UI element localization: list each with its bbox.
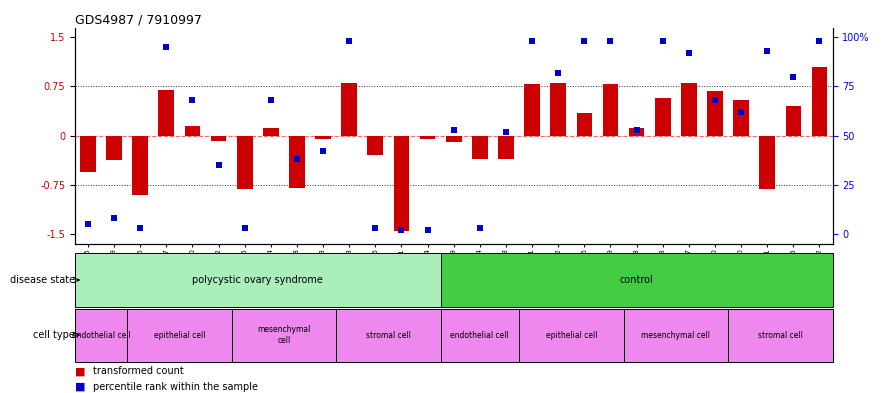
Point	[812, 38, 826, 44]
Point	[630, 127, 644, 133]
Point	[552, 70, 566, 76]
Point	[682, 50, 696, 56]
Bar	[629, 128, 644, 136]
Bar	[337, 309, 440, 362]
Bar	[394, 136, 410, 231]
Bar	[472, 136, 488, 158]
Point	[420, 227, 434, 233]
Point	[159, 44, 174, 50]
Bar	[132, 136, 148, 195]
Point	[185, 97, 199, 103]
Point	[107, 215, 121, 221]
Bar	[315, 136, 331, 139]
Point	[734, 109, 748, 115]
Text: cell type: cell type	[33, 330, 75, 340]
Point	[290, 156, 304, 162]
Bar	[263, 128, 278, 136]
Text: control: control	[619, 275, 654, 285]
Text: transformed count: transformed count	[93, 366, 183, 376]
Bar	[498, 136, 514, 158]
Bar	[624, 309, 728, 362]
Bar	[655, 97, 670, 136]
Bar	[811, 67, 827, 136]
Text: mesenchymal cell: mesenchymal cell	[641, 331, 710, 340]
Bar	[446, 136, 462, 142]
Bar	[75, 253, 440, 307]
Point	[603, 38, 618, 44]
Bar	[75, 309, 127, 362]
Bar	[707, 91, 722, 136]
Point	[211, 162, 226, 168]
Bar	[289, 136, 305, 188]
Text: mesenchymal
cell: mesenchymal cell	[257, 325, 311, 345]
Text: ■: ■	[75, 382, 85, 392]
Bar	[728, 309, 833, 362]
Text: polycystic ovary syndrome: polycystic ovary syndrome	[192, 275, 323, 285]
Point	[81, 221, 95, 227]
Bar	[519, 309, 624, 362]
Text: percentile rank within the sample: percentile rank within the sample	[93, 382, 257, 392]
Bar	[232, 309, 337, 362]
Bar	[185, 126, 200, 136]
Bar	[237, 136, 253, 189]
Text: GDS4987 / 7910997: GDS4987 / 7910997	[75, 13, 202, 26]
Point	[395, 227, 409, 233]
Bar	[367, 136, 383, 155]
Bar	[107, 136, 122, 160]
Point	[133, 225, 147, 231]
Bar	[341, 83, 357, 136]
Point	[760, 48, 774, 54]
Point	[316, 148, 330, 154]
Bar	[551, 83, 566, 136]
Point	[499, 129, 513, 135]
Point	[447, 127, 461, 133]
Bar	[681, 83, 697, 136]
Text: disease state: disease state	[10, 275, 75, 285]
Bar	[786, 106, 801, 136]
Bar	[524, 84, 540, 136]
Bar	[440, 253, 833, 307]
Point	[263, 97, 278, 103]
Point	[473, 225, 487, 231]
Point	[655, 38, 670, 44]
Bar	[419, 136, 435, 139]
Text: ■: ■	[75, 366, 85, 376]
Point	[525, 38, 539, 44]
Text: endothelial cell: endothelial cell	[71, 331, 130, 340]
Point	[577, 38, 591, 44]
Text: endothelial cell: endothelial cell	[450, 331, 509, 340]
Bar	[211, 136, 226, 141]
Bar	[159, 90, 174, 136]
Text: stromal cell: stromal cell	[366, 331, 411, 340]
Bar	[440, 309, 519, 362]
Point	[342, 38, 356, 44]
Bar	[759, 136, 775, 189]
Text: epithelial cell: epithelial cell	[153, 331, 205, 340]
Bar	[80, 136, 96, 172]
Text: epithelial cell: epithelial cell	[545, 331, 597, 340]
Point	[368, 225, 382, 231]
Bar	[733, 99, 749, 136]
Bar	[603, 84, 618, 136]
Bar	[576, 113, 592, 136]
Point	[787, 73, 801, 80]
Bar	[127, 309, 232, 362]
Text: stromal cell: stromal cell	[758, 331, 803, 340]
Point	[238, 225, 252, 231]
Point	[708, 97, 722, 103]
